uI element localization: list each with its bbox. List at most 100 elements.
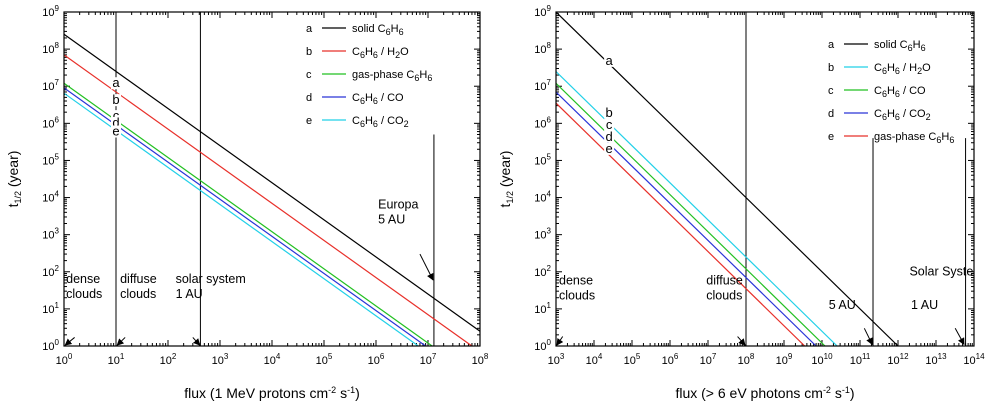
- tick-exp: 1: [120, 352, 125, 361]
- tick-exp: 9: [55, 4, 60, 13]
- legend-letter: b: [306, 46, 312, 58]
- tick-exp: 4: [598, 352, 603, 361]
- legend-label: C6H6 / CO2: [352, 115, 409, 129]
- tick-exp: 8: [484, 352, 489, 361]
- tick-exp: 6: [547, 115, 552, 124]
- legend-label: C6H6 / H2O: [352, 46, 409, 60]
- text-part: H: [887, 85, 895, 97]
- tick-base: 10: [160, 355, 172, 367]
- text-part: / CO: [378, 92, 404, 104]
- series-line-d: [64, 87, 426, 346]
- x-tick-label: 106: [368, 352, 385, 367]
- tick-exp: 5: [636, 352, 641, 361]
- text-part: -2: [823, 385, 831, 395]
- y-tick-label: 104: [534, 190, 551, 205]
- x-tick-label: 103: [548, 352, 565, 367]
- text-part: ): [355, 385, 360, 401]
- annotation-text: clouds: [559, 289, 595, 303]
- text-part: -1: [842, 385, 850, 395]
- annotation-text: dense: [66, 272, 100, 286]
- tick-exp: 9: [547, 4, 552, 13]
- curve-label-bg: [604, 142, 615, 155]
- tick-exp: 0: [547, 338, 552, 347]
- text-part: H: [365, 46, 373, 58]
- text-part: / H: [378, 46, 395, 58]
- x-tick-label: 107: [700, 352, 717, 367]
- curve-label-e: e: [112, 124, 119, 139]
- y-tick-label: 103: [534, 227, 551, 242]
- tick-base: 10: [534, 7, 546, 19]
- y-tick-label: 100: [534, 338, 551, 353]
- tick-exp: 3: [547, 227, 552, 236]
- x-tick-label: 100: [56, 352, 73, 367]
- legend-letter: e: [306, 115, 312, 127]
- annotation-text: clouds: [66, 287, 102, 301]
- legend-label: C6H6 / H2O: [874, 62, 931, 76]
- x-tick-label: 108: [738, 352, 755, 367]
- text-part: t: [497, 203, 513, 207]
- series-line-a: [64, 33, 480, 332]
- tick-base: 10: [534, 267, 546, 279]
- text-part: / CO: [900, 108, 926, 120]
- series-line-e: [556, 102, 806, 346]
- legend-letter: d: [306, 92, 312, 104]
- curve-label-bg: [111, 94, 121, 107]
- annotation-text: 5 AU: [378, 213, 405, 227]
- annotation-arrow: [863, 328, 873, 346]
- text-part: 6: [360, 96, 365, 106]
- y-tick-label: 108: [42, 41, 59, 56]
- tick-base: 10: [212, 355, 224, 367]
- tick-exp: 4: [547, 190, 552, 199]
- y-tick-label: 102: [42, 264, 59, 279]
- legend-letter: c: [828, 85, 834, 97]
- legend-label: gas-phase C6H6: [352, 69, 432, 83]
- tick-exp: 3: [224, 352, 229, 361]
- y-tick-label: 109: [534, 4, 551, 19]
- tick-exp: 8: [750, 352, 755, 361]
- tick-base: 10: [42, 193, 54, 205]
- curve-label-bg: [604, 106, 615, 119]
- tick-base: 10: [264, 355, 276, 367]
- text-part: 2: [404, 119, 409, 129]
- text-part: -2: [328, 385, 336, 395]
- legend-label: C6H6 / CO: [352, 92, 404, 106]
- tick-base: 10: [586, 355, 598, 367]
- x-axis-title: flux (> 6 eV photons cm-2 s-1): [675, 385, 854, 401]
- y-axis-title: t1/2 (year): [5, 151, 23, 208]
- text-part: / CO: [378, 115, 404, 127]
- annotation-text: Europa: [378, 198, 418, 212]
- curve-label-bg: [111, 125, 121, 138]
- tick-base: 10: [56, 355, 68, 367]
- text-part: 6: [882, 112, 887, 122]
- annotation-text: diffuse: [706, 274, 743, 288]
- y-tick-label: 108: [534, 41, 551, 56]
- legend-letter: a: [828, 39, 835, 51]
- text-part: 6: [373, 96, 378, 106]
- curve-label-c: c: [113, 108, 120, 123]
- curve-label-a: a: [606, 53, 614, 68]
- series-line-b: [556, 71, 838, 346]
- text-part: 6: [360, 50, 365, 60]
- annotation-arrow: [64, 337, 75, 346]
- tick-exp: 1: [547, 301, 552, 310]
- tick-exp: 4: [276, 352, 281, 361]
- y-axis-title: t1/2 (year): [497, 151, 515, 208]
- text-part: 6: [427, 73, 432, 83]
- tick-base: 10: [776, 355, 788, 367]
- tick-exp: 12: [900, 352, 909, 361]
- tick-base: 10: [548, 355, 560, 367]
- tick-base: 10: [534, 81, 546, 93]
- text-part: ): [850, 385, 855, 401]
- y-tick-label: 100: [42, 338, 59, 353]
- annotation-text: dense: [559, 274, 593, 288]
- curve-label-bg: [111, 77, 121, 90]
- x-tick-label: 1014: [963, 352, 985, 367]
- text-part: C: [352, 92, 360, 104]
- curve-label-a: a: [112, 75, 120, 90]
- tick-exp: 10: [824, 352, 833, 361]
- tick-exp: 13: [938, 352, 947, 361]
- x-tick-label: 104: [264, 352, 281, 367]
- series-line-c: [64, 82, 433, 346]
